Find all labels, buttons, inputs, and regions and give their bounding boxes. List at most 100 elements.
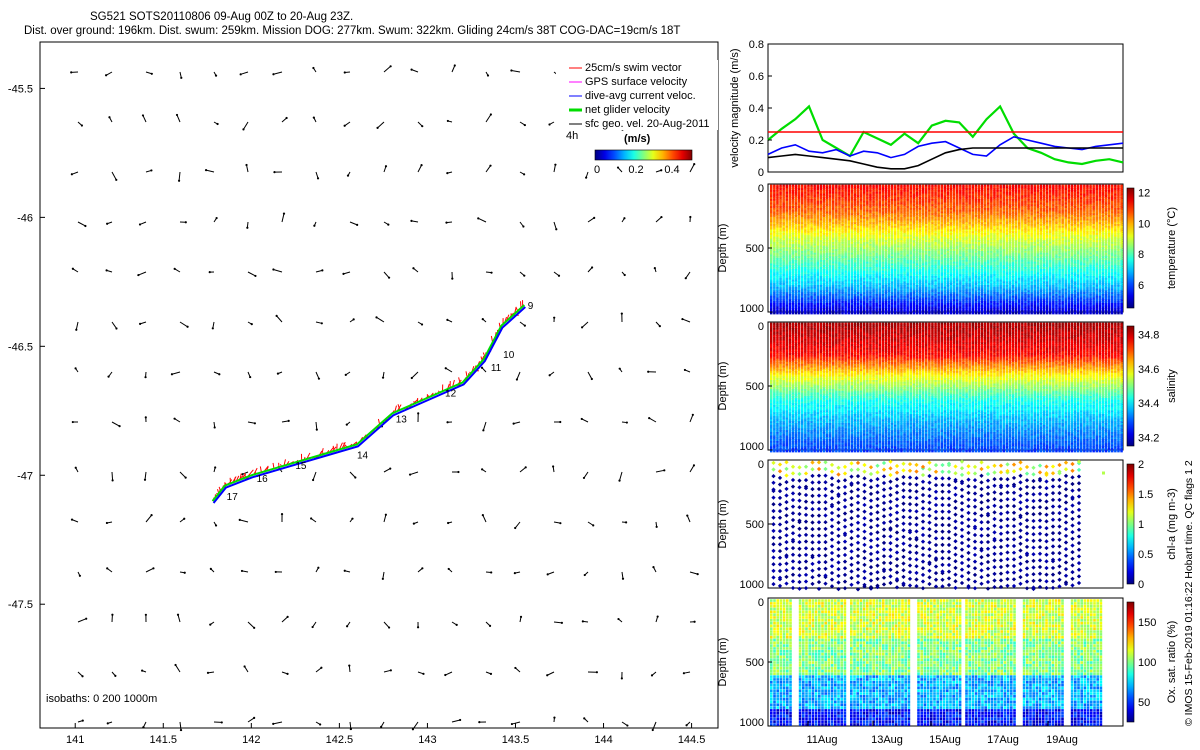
temperature-sample-point — [844, 225, 847, 229]
temperature-sample-point — [838, 259, 841, 263]
temperature-sample-point — [788, 227, 792, 231]
temperature-sample-point — [791, 215, 795, 218]
temperature-sample-point — [816, 220, 819, 223]
geo-velocity-arrowhead — [177, 179, 181, 182]
geo-velocity-arrow — [178, 171, 181, 181]
temperature-sample-point — [813, 311, 816, 315]
temperature-sample-point — [816, 188, 819, 191]
temperature-sample-point — [788, 283, 792, 286]
temperature-sample-point — [797, 301, 801, 304]
temperature-sample-point — [770, 250, 773, 254]
temperature-sample-point — [773, 268, 776, 272]
temperature-sample-point — [788, 240, 792, 243]
temperature-sample-point — [832, 222, 835, 225]
temperature-sample-point — [835, 198, 838, 202]
temperature-sample-point — [801, 216, 804, 220]
temperature-sample-point — [810, 245, 813, 249]
temperature-sample-point — [801, 297, 804, 301]
temperature-sample-point — [804, 292, 807, 295]
temperature-sample-point — [801, 254, 804, 258]
geo-velocity-arrowhead — [481, 514, 484, 517]
temperature-sample-point — [810, 250, 813, 254]
geo-velocity-arrow — [445, 671, 453, 676]
temperature-sample-point — [782, 247, 785, 250]
temperature-sample-point — [773, 204, 776, 207]
temperature-sample-point — [819, 198, 823, 202]
temperature-sample-point — [785, 240, 788, 243]
temperature-sample-point — [825, 190, 829, 193]
temperature-sample-point — [810, 310, 813, 313]
geo-velocity-arrow — [478, 217, 487, 223]
temperature-sample-point — [835, 225, 838, 229]
temperature-sample-point — [810, 254, 813, 258]
temperature-sample-point — [794, 206, 798, 209]
temperature-sample-point — [794, 290, 798, 293]
temperature-sample-point — [828, 288, 832, 292]
temperature-sample-point — [804, 284, 807, 288]
temperature-sample-point — [828, 302, 832, 306]
temperature-sample-point — [797, 258, 801, 261]
temperature-sample-point — [797, 311, 801, 315]
temperature-sample-point — [785, 283, 788, 286]
temperature-sample-point — [822, 297, 826, 301]
temperature-sample-point — [801, 238, 804, 241]
temperature-sample-point — [813, 274, 816, 277]
temperature-sample-point — [832, 200, 835, 204]
temperature-sample-point — [822, 220, 826, 223]
temperature-sample-point — [782, 277, 785, 281]
temperature-sample-point — [816, 252, 819, 256]
temperature-sample-point — [785, 254, 788, 258]
temperature-sample-point — [794, 259, 798, 263]
geo-velocity-arrowhead — [310, 517, 313, 520]
temperature-sample-point — [819, 263, 823, 266]
temperature-sample-point — [825, 209, 829, 213]
temperature-sample-point — [791, 225, 795, 229]
temperature-sample-point — [832, 304, 835, 308]
temperature-sample-point — [838, 267, 841, 270]
temperature-sample-point — [816, 259, 819, 263]
temperature-sample-point — [773, 241, 776, 245]
temperature-sample-point — [844, 250, 847, 254]
temperature-sample-point — [770, 263, 773, 266]
temperature-sample-point — [841, 249, 844, 252]
geo-velocity-arrowhead — [655, 525, 658, 528]
temperature-sample-point — [835, 274, 838, 277]
temperature-sample-point — [797, 240, 801, 243]
temperature-sample-point — [825, 290, 829, 293]
temperature-sample-point — [825, 186, 829, 189]
temperature-sample-point — [838, 211, 841, 215]
temperature-sample-point — [816, 186, 819, 189]
temperature-sample-point — [779, 233, 782, 236]
temperature-sample-point — [841, 256, 844, 259]
temperature-sample-point — [779, 290, 782, 293]
temperature-sample-point — [841, 224, 844, 227]
temperature-sample-point — [835, 213, 838, 216]
temperature-sample-point — [785, 188, 788, 191]
temperature-sample-point — [776, 276, 779, 279]
temperature-sample-point — [819, 286, 823, 290]
temperature-sample-point — [828, 284, 832, 288]
temperature-sample-point — [794, 195, 798, 198]
temperature-sample-point — [828, 233, 832, 236]
temperature-sample-point — [773, 209, 776, 213]
geo-velocity-arrow — [111, 421, 120, 427]
temperature-sample-point — [822, 209, 826, 213]
geo-velocity-arrowhead — [70, 173, 73, 176]
temperature-sample-point — [779, 207, 782, 211]
geo-velocity-arrow — [553, 221, 557, 230]
temperature-sample-point — [794, 297, 798, 301]
temperature-sample-point — [791, 256, 795, 259]
temperature-sample-point — [841, 252, 844, 256]
temperature-sample-point — [770, 276, 773, 279]
legend-swim-label: 25cm/s swim vector — [585, 62, 682, 74]
temperature-sample-point — [825, 310, 829, 313]
temperature-sample-point — [785, 301, 788, 304]
temperature-sample-point — [801, 302, 804, 306]
temperature-sample-point — [909, 311, 912, 315]
geo-velocity-arrowhead — [138, 322, 142, 325]
temperature-sample-point — [835, 286, 838, 290]
temperature-sample-point — [770, 190, 773, 193]
temperature-sample-point — [801, 310, 804, 313]
temperature-sample-point — [816, 238, 819, 241]
temperature-sample-point — [844, 299, 847, 302]
